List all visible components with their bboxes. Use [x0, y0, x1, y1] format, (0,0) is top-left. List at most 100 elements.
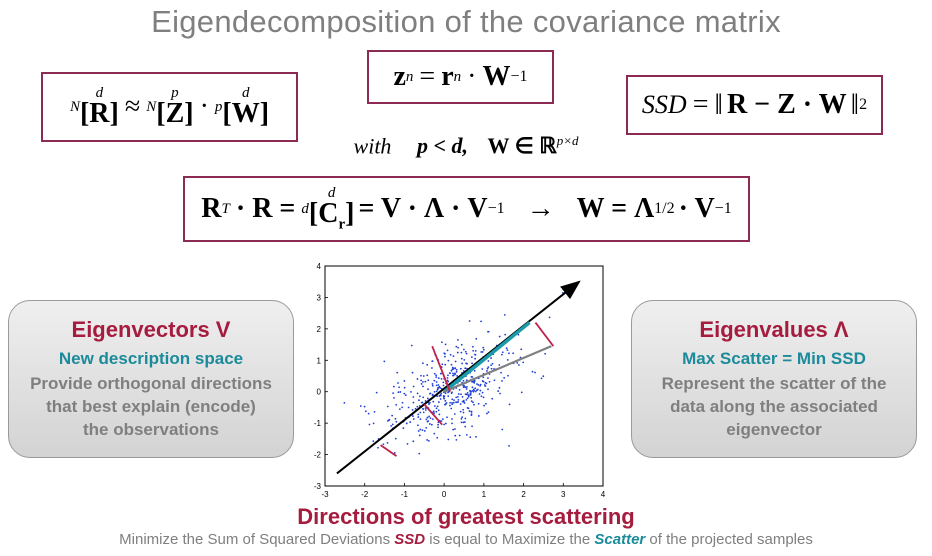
data-point: [467, 394, 470, 396]
data-point: [416, 392, 419, 395]
data-point: [383, 360, 386, 363]
data-point: [461, 416, 464, 419]
data-point: [419, 428, 422, 431]
data-point: [404, 394, 407, 397]
deviation-line: [431, 345, 451, 393]
data-point: [462, 384, 465, 387]
data-point: [424, 400, 427, 402]
data-point: [464, 417, 467, 420]
data-point: [424, 380, 427, 383]
dot-operator: ·: [199, 91, 209, 122]
data-point: [386, 405, 389, 408]
data-point: [497, 390, 500, 392]
data-point: [452, 401, 455, 404]
eigenvalues-line-2: data along the associated: [670, 397, 878, 416]
data-point: [427, 388, 429, 391]
figure-subcaption: Minimize the Sum of Squared Deviations S…: [119, 531, 813, 548]
data-point: [465, 388, 468, 390]
data-point: [359, 405, 362, 407]
data-point: [490, 357, 492, 359]
data-point: [452, 355, 455, 358]
data-point: [431, 383, 434, 385]
data-point: [446, 376, 449, 379]
eigenvalues-title: Eigenvalues Λ: [699, 317, 849, 342]
data-point: [455, 345, 458, 348]
data-point: [410, 391, 412, 393]
data-point: [454, 434, 457, 437]
data-point: [423, 430, 426, 432]
data-point: [417, 430, 420, 432]
data-point: [395, 420, 398, 423]
approx-sign: ≈: [124, 91, 141, 122]
matrix-r: d [R]: [79, 85, 119, 129]
deviation-line: [534, 322, 555, 347]
data-point: [443, 395, 446, 398]
data-point: [444, 399, 447, 402]
data-point: [457, 393, 460, 395]
data-point: [451, 402, 453, 404]
data-point: [491, 362, 494, 365]
data-point: [390, 424, 393, 427]
data-point: [471, 380, 473, 383]
data-point: [428, 423, 431, 425]
data-point: [441, 363, 444, 366]
data-point: [468, 410, 471, 412]
data-point: [493, 379, 496, 382]
data-point: [450, 407, 453, 410]
data-point: [422, 380, 424, 383]
data-point: [437, 377, 440, 380]
data-point: [372, 422, 375, 425]
data-point: [457, 346, 459, 349]
data-point: [412, 415, 414, 418]
data-point: [518, 364, 520, 366]
rows-subscript: N: [69, 98, 80, 115]
data-point: [428, 403, 430, 406]
data-point: [403, 386, 406, 389]
ssd-equation: SSD = ‖ R − Z · W ‖ 2: [626, 75, 883, 135]
data-point: [433, 372, 436, 375]
data-point: [433, 379, 436, 382]
data-point: [461, 362, 464, 365]
data-point: [474, 387, 477, 390]
data-point: [487, 388, 489, 391]
data-point: [414, 407, 417, 410]
data-point: [438, 394, 441, 397]
data-point: [540, 377, 543, 380]
eigenvectors-title: Eigenvectors V: [71, 317, 231, 342]
data-point: [485, 382, 488, 385]
data-point: [470, 400, 473, 403]
data-point: [459, 403, 462, 405]
data-point: [433, 390, 436, 393]
eigenvectors-card: Eigenvectors V New description space Pro…: [8, 300, 294, 458]
data-point: [433, 405, 436, 407]
data-point: [420, 379, 422, 382]
data-point: [420, 383, 423, 385]
data-point: [432, 410, 435, 413]
data-point: [392, 392, 395, 394]
data-point: [364, 410, 367, 413]
data-point: [508, 403, 511, 406]
data-point: [439, 387, 442, 389]
data-point: [469, 436, 472, 439]
data-point: [460, 351, 463, 354]
data-point: [419, 395, 421, 398]
data-point: [436, 405, 439, 408]
data-point: [500, 371, 502, 374]
x-tick-label: 4: [601, 490, 606, 499]
data-point: [451, 398, 454, 401]
data-point: [435, 390, 438, 393]
data-point: [464, 367, 467, 370]
secondary-direction: [443, 345, 552, 393]
data-point: [422, 411, 425, 414]
data-point: [473, 403, 475, 406]
data-point: [483, 404, 486, 407]
data-point: [462, 370, 465, 372]
data-point: [433, 432, 436, 435]
data-point: [426, 439, 429, 441]
data-point: [412, 385, 415, 388]
data-point: [479, 384, 481, 387]
deviation-line: [423, 403, 443, 426]
data-point: [454, 367, 456, 369]
data-point: [472, 401, 474, 404]
